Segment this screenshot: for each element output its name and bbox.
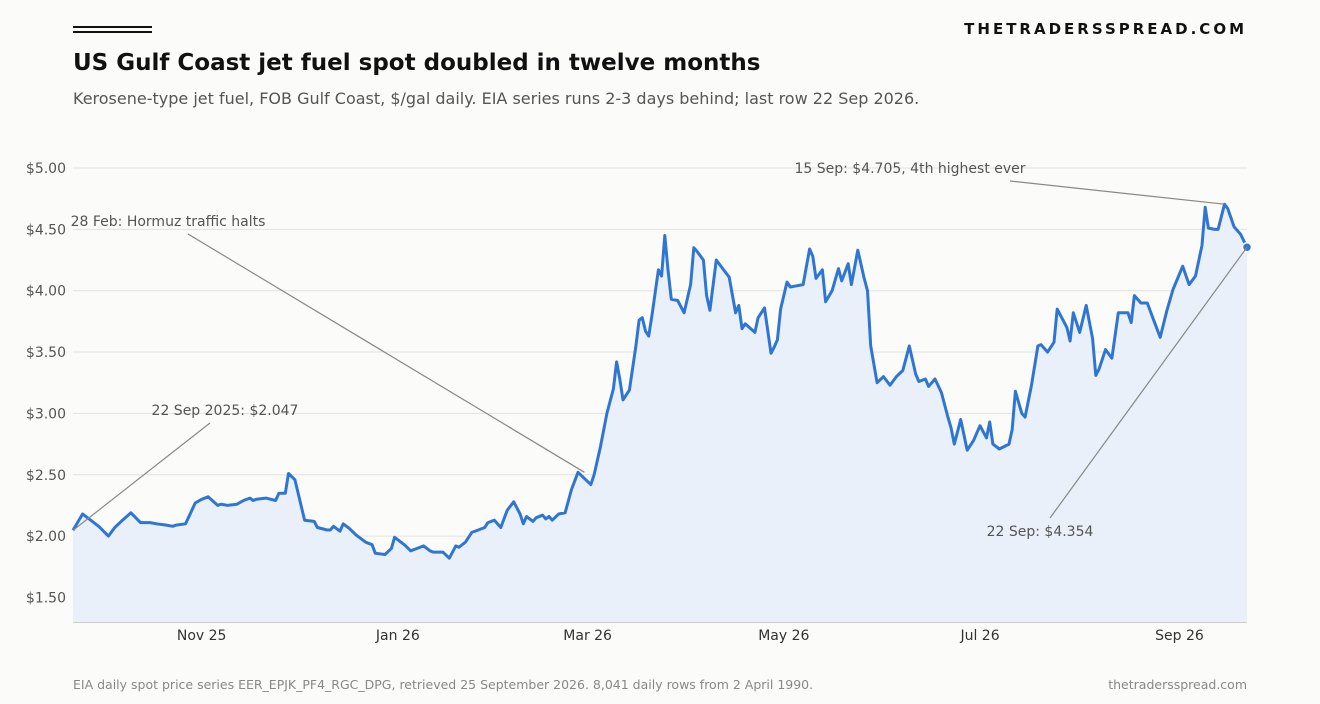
x-axis: Nov 25 Jan 26 Mar 26 May 26 Jul 26 Sep 26 [73,622,1247,644]
y-axis: $1.50 $2.00 $2.50 $3.00 $3.50 $4.00 $4.50 $5.00 [26,161,66,606]
area-layer [73,204,1247,622]
series-area [73,204,1247,622]
y-tick-label: $2.50 [26,468,66,484]
annotation-leader [187,233,585,473]
x-tick-label: Jul 26 [959,628,999,644]
annotation-label: 15 Sep: $4.705, 4th highest ever [794,161,1025,177]
page-title: US Gulf Coast jet fuel spot doubled in t… [73,50,761,76]
y-tick-label: $4.00 [26,284,66,300]
x-tick-label: Sep 26 [1155,628,1204,644]
annotation-label: 22 Sep 2025: $2.047 [152,403,299,419]
x-tick-label: May 26 [758,628,809,644]
y-tick-label: $2.00 [26,529,66,545]
annotations: 22 Sep 2025: $2.047 28 Feb: Hormuz traffi… [71,161,1248,540]
annotation-label: 22 Sep: $4.354 [987,524,1094,540]
source-note: EIA daily spot price series EER_EPJK_PF4… [73,677,814,692]
annotation-leader [72,422,211,531]
x-tick-label: Nov 25 [177,628,227,644]
annotation-leader [1009,180,1225,205]
y-tick-label: $4.50 [26,222,66,238]
brand-wordmark: THETRADERSSPREAD.COM [964,20,1247,38]
annotation-leader [1049,246,1248,519]
y-tick-label: $3.00 [26,406,66,422]
footer-site: thetradersspread.com [1108,677,1247,692]
y-tick-label: $5.00 [26,161,66,177]
y-tick-label: $3.50 [26,345,66,361]
page-subtitle: Kerosene-type jet fuel, FOB Gulf Coast, … [73,89,920,108]
header-rule [73,26,152,33]
y-tick-label: $1.50 [26,590,66,606]
series-line [71,202,1249,560]
annotation-label: 28 Feb: Hormuz traffic halts [71,214,266,230]
x-tick-label: Jan 26 [375,628,420,644]
x-tick-label: Mar 26 [563,628,612,644]
